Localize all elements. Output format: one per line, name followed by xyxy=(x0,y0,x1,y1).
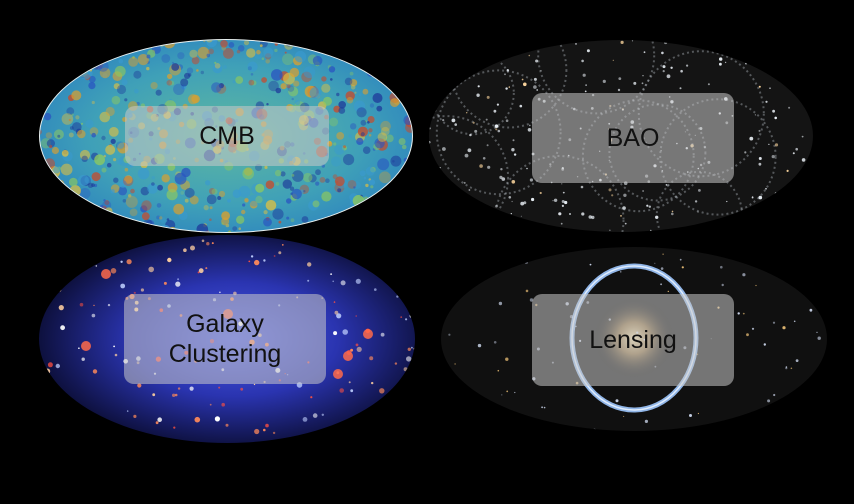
bao-label-text: BAO xyxy=(606,124,660,152)
bao-panel: BAO xyxy=(428,38,814,234)
galaxy-clustering-panel: Galaxy Clustering xyxy=(38,234,416,444)
galaxy-clustering-label-text: Galaxy Clustering xyxy=(168,310,282,368)
cmb-panel: CMB xyxy=(38,38,414,234)
cmb-label: CMB xyxy=(125,106,329,166)
bao-label: BAO xyxy=(532,93,734,183)
galaxy-clustering-label: Galaxy Clustering xyxy=(124,294,326,384)
cmb-label-text: CMB xyxy=(199,122,255,150)
lensing-label: Lensing xyxy=(532,294,734,386)
lensing-panel: Lensing xyxy=(440,246,828,432)
lensing-label-text: Lensing xyxy=(589,326,677,354)
